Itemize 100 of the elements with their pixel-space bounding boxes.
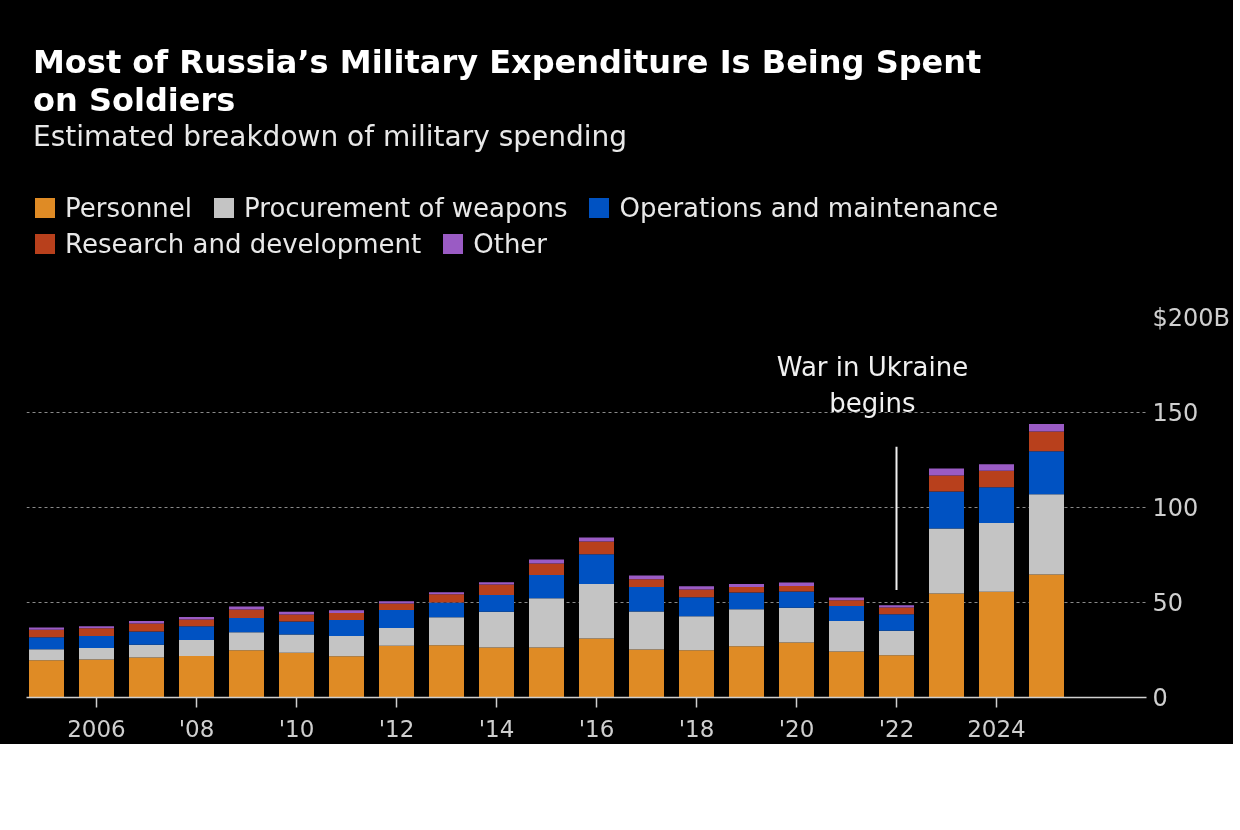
- bar: [879, 614, 914, 631]
- bar: [579, 537, 614, 542]
- x-tick-label: '18: [678, 715, 715, 742]
- legend-label: Other: [472, 228, 548, 259]
- bar: [1029, 431, 1064, 452]
- bar: [779, 585, 814, 592]
- legend-label: Procurement of weapons: [243, 192, 568, 223]
- bar: [579, 554, 614, 584]
- bar: [579, 638, 614, 698]
- bar: [879, 654, 914, 698]
- bar: [729, 586, 764, 593]
- bar: [929, 491, 964, 529]
- bar: [729, 608, 764, 646]
- x-tick-label: '22: [878, 715, 915, 742]
- bar: [529, 647, 564, 698]
- bar: [29, 629, 64, 638]
- bar: [79, 627, 114, 636]
- bar: [129, 657, 164, 698]
- bar: [379, 645, 414, 698]
- bar: [629, 578, 664, 587]
- bar: [179, 616, 214, 620]
- bar: [779, 642, 814, 698]
- bar: [479, 611, 514, 648]
- y-tick-label: 100: [1152, 493, 1199, 522]
- bar: [479, 594, 514, 612]
- bar: [679, 615, 714, 650]
- bar: [129, 623, 164, 632]
- bar: [479, 647, 514, 698]
- bar: [329, 612, 364, 620]
- chart-title: Most of Russia’s Military Expenditure Is Being Spent on Soldiers: [33, 43, 983, 120]
- bar: [979, 591, 1014, 698]
- bar: [579, 583, 614, 639]
- bar: [179, 655, 214, 698]
- bar: [829, 620, 864, 652]
- x-tick-label: 2006: [67, 715, 126, 742]
- bar: [229, 649, 264, 698]
- bar: [279, 652, 314, 698]
- bar: [629, 586, 664, 612]
- bar: [779, 591, 814, 608]
- x-tick-label: '16: [578, 715, 615, 742]
- y-tick-label: $200B: [1152, 303, 1231, 332]
- bar: [929, 475, 964, 492]
- bar: [79, 635, 114, 648]
- bar: [429, 645, 464, 698]
- bar: [679, 649, 714, 698]
- bar: [179, 619, 214, 627]
- chart-subtitle: Estimated breakdown of military spending: [33, 119, 628, 153]
- x-tick-label: '12: [378, 715, 415, 742]
- bar: [279, 621, 314, 635]
- bar: [729, 592, 764, 609]
- bar: [529, 559, 564, 564]
- bar: [229, 631, 264, 650]
- bar: [1029, 574, 1064, 698]
- bar: [729, 645, 764, 698]
- bar: [1029, 423, 1064, 432]
- bar: [829, 605, 864, 621]
- bar: [79, 647, 114, 660]
- bar: [379, 609, 414, 628]
- bar: [629, 649, 664, 698]
- bar: [29, 660, 64, 698]
- bar: [129, 631, 164, 645]
- bar: [979, 470, 1014, 487]
- bar: [679, 596, 714, 616]
- bar: [79, 659, 114, 698]
- bar: [979, 522, 1014, 592]
- bar: [129, 644, 164, 658]
- bar: [979, 463, 1014, 471]
- y-tick-label: 0: [1152, 683, 1168, 712]
- bar: [829, 600, 864, 606]
- x-tick-label: '10: [278, 715, 315, 742]
- bar: [929, 468, 964, 476]
- bar: [379, 603, 414, 610]
- bar: [229, 617, 264, 632]
- legend-label: Personnel: [64, 192, 193, 223]
- x-tick-label: '08: [178, 715, 215, 742]
- y-tick-label: 50: [1152, 588, 1184, 617]
- bar: [329, 619, 364, 636]
- bar: [529, 574, 564, 598]
- bar: [279, 634, 314, 653]
- bar: [329, 610, 364, 613]
- bar: [179, 626, 214, 640]
- bar: [929, 528, 964, 594]
- legend-label: Research and development: [64, 228, 422, 259]
- bar: [979, 486, 1014, 523]
- bar: [29, 637, 64, 650]
- bar: [829, 651, 864, 698]
- bar: [579, 541, 614, 555]
- bar: [479, 584, 514, 595]
- legend-label: Operations and maintenance: [618, 192, 999, 223]
- bar: [429, 616, 464, 646]
- ref-line-label: War in Ukraine begins: [776, 351, 969, 418]
- bar: [129, 620, 164, 624]
- bar: [729, 583, 764, 587]
- bar: [229, 609, 264, 618]
- bar: [379, 627, 414, 646]
- bar: [1029, 451, 1064, 494]
- bar: [679, 585, 714, 590]
- bar: [929, 593, 964, 698]
- bar: [529, 563, 564, 575]
- bar: [329, 635, 364, 657]
